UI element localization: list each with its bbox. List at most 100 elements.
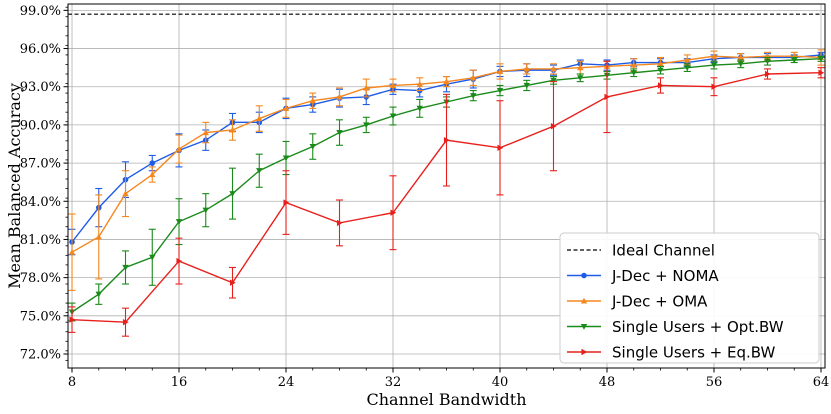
y-tick-label: 78.0% — [20, 271, 61, 286]
data-point — [229, 191, 236, 197]
data-point — [817, 56, 825, 62]
data-point — [95, 233, 102, 240]
y-tick-label: 90.0% — [20, 118, 61, 133]
y-axis: 72.0% 75.0% 78.0% 81.0% 84.0% 87.0% 90.0% 93.0%… — [20, 4, 68, 363]
data-point — [737, 54, 744, 61]
data-point — [711, 83, 718, 90]
x-tick-label: 24 — [278, 375, 295, 390]
y-tick-label: 75.0% — [20, 309, 61, 324]
legend-label: J-Dec + NOMA — [611, 267, 719, 285]
data-point — [149, 160, 156, 166]
data-point — [791, 57, 798, 64]
data-point — [443, 136, 450, 144]
data-point — [336, 129, 343, 136]
data-point — [336, 93, 343, 100]
data-point — [363, 122, 370, 129]
data-point — [122, 190, 129, 197]
data-point — [710, 62, 718, 69]
data-point — [630, 70, 637, 76]
data-point — [95, 291, 102, 298]
series-j-dec-oma — [68, 49, 825, 291]
data-point — [122, 264, 129, 271]
data-point — [390, 209, 397, 216]
y-tick-label: 72.0% — [20, 348, 61, 363]
data-point — [256, 168, 263, 174]
y-tick-label: 81.0% — [20, 233, 61, 248]
data-point — [202, 129, 209, 136]
data-point — [389, 82, 397, 89]
data-point — [149, 254, 156, 261]
data-point — [416, 80, 423, 87]
x-axis: 8 16 24 32 40 48 56 64 — [68, 368, 829, 390]
x-tick-label: 56 — [706, 375, 723, 390]
x-tick-label: 16 — [171, 375, 188, 390]
data-point — [657, 67, 664, 74]
data-point — [282, 105, 290, 111]
data-point — [363, 84, 370, 91]
series-single-users-eq-bw — [68, 60, 825, 337]
data-point — [282, 155, 290, 162]
data-point — [202, 207, 209, 214]
data-point — [122, 318, 129, 326]
legend-label: Ideal Channel — [612, 242, 715, 260]
data-point — [684, 56, 691, 63]
data-point — [657, 82, 664, 89]
legend-label: J-Dec + OMA — [611, 293, 708, 311]
legend-marker — [581, 348, 588, 356]
data-point — [630, 61, 637, 68]
data-point — [416, 105, 423, 112]
data-point — [496, 68, 504, 75]
data-point — [497, 144, 504, 152]
legend-label: Single Users + Eq.BW — [612, 344, 776, 362]
y-tick-label: 96.0% — [20, 42, 61, 57]
legend-label: Single Users + Opt.BW — [612, 318, 784, 336]
legend-box — [559, 232, 820, 364]
legend: Ideal Channel J-Dec + NOMA J-Dec + OMA Sing… — [559, 232, 820, 364]
data-point — [69, 316, 76, 323]
legend-item-single-users-opt-bw: Single Users + Opt.BW — [567, 318, 784, 336]
data-point — [229, 279, 236, 286]
data-point — [523, 65, 530, 72]
data-point — [737, 61, 744, 68]
data-point — [389, 113, 397, 120]
data-point — [68, 248, 76, 255]
data-point — [684, 65, 691, 71]
data-point — [764, 58, 771, 65]
y-axis-label: Mean Balanced Accuracy — [5, 83, 24, 289]
data-point — [309, 97, 316, 104]
legend-marker — [581, 272, 587, 279]
data-point — [550, 77, 557, 84]
legend-marker — [580, 323, 588, 330]
data-point — [523, 82, 530, 89]
data-point — [577, 75, 584, 82]
data-point — [149, 171, 156, 178]
data-point — [309, 143, 316, 150]
data-point — [443, 78, 450, 85]
y-tick-label: 93.0% — [20, 80, 61, 95]
data-point — [336, 219, 343, 227]
legend-item-j-dec-oma: J-Dec + OMA — [567, 293, 708, 311]
data-point — [577, 64, 584, 71]
data-point — [710, 52, 718, 59]
data-point — [256, 115, 263, 122]
data-point — [604, 93, 611, 101]
data-point — [657, 60, 664, 67]
data-point — [764, 70, 771, 78]
data-point — [175, 145, 183, 152]
x-tick-label: 40 — [492, 375, 509, 390]
data-point — [550, 65, 557, 72]
data-point — [550, 122, 557, 130]
x-tick-label: 48 — [599, 375, 616, 390]
x-tick-label: 8 — [68, 375, 76, 390]
data-point — [229, 126, 236, 133]
x-axis-label: Channel Bandwidth — [367, 390, 527, 409]
y-tick-label: 87.0% — [20, 157, 61, 172]
y-tick-label: 99.0% — [20, 4, 61, 19]
data-point — [470, 74, 477, 81]
legend-marker — [580, 297, 588, 304]
legend-item-ideal-channel: Ideal Channel — [567, 242, 715, 260]
data-point — [283, 199, 290, 206]
series-group — [68, 49, 825, 337]
x-tick-label: 32 — [385, 375, 402, 390]
